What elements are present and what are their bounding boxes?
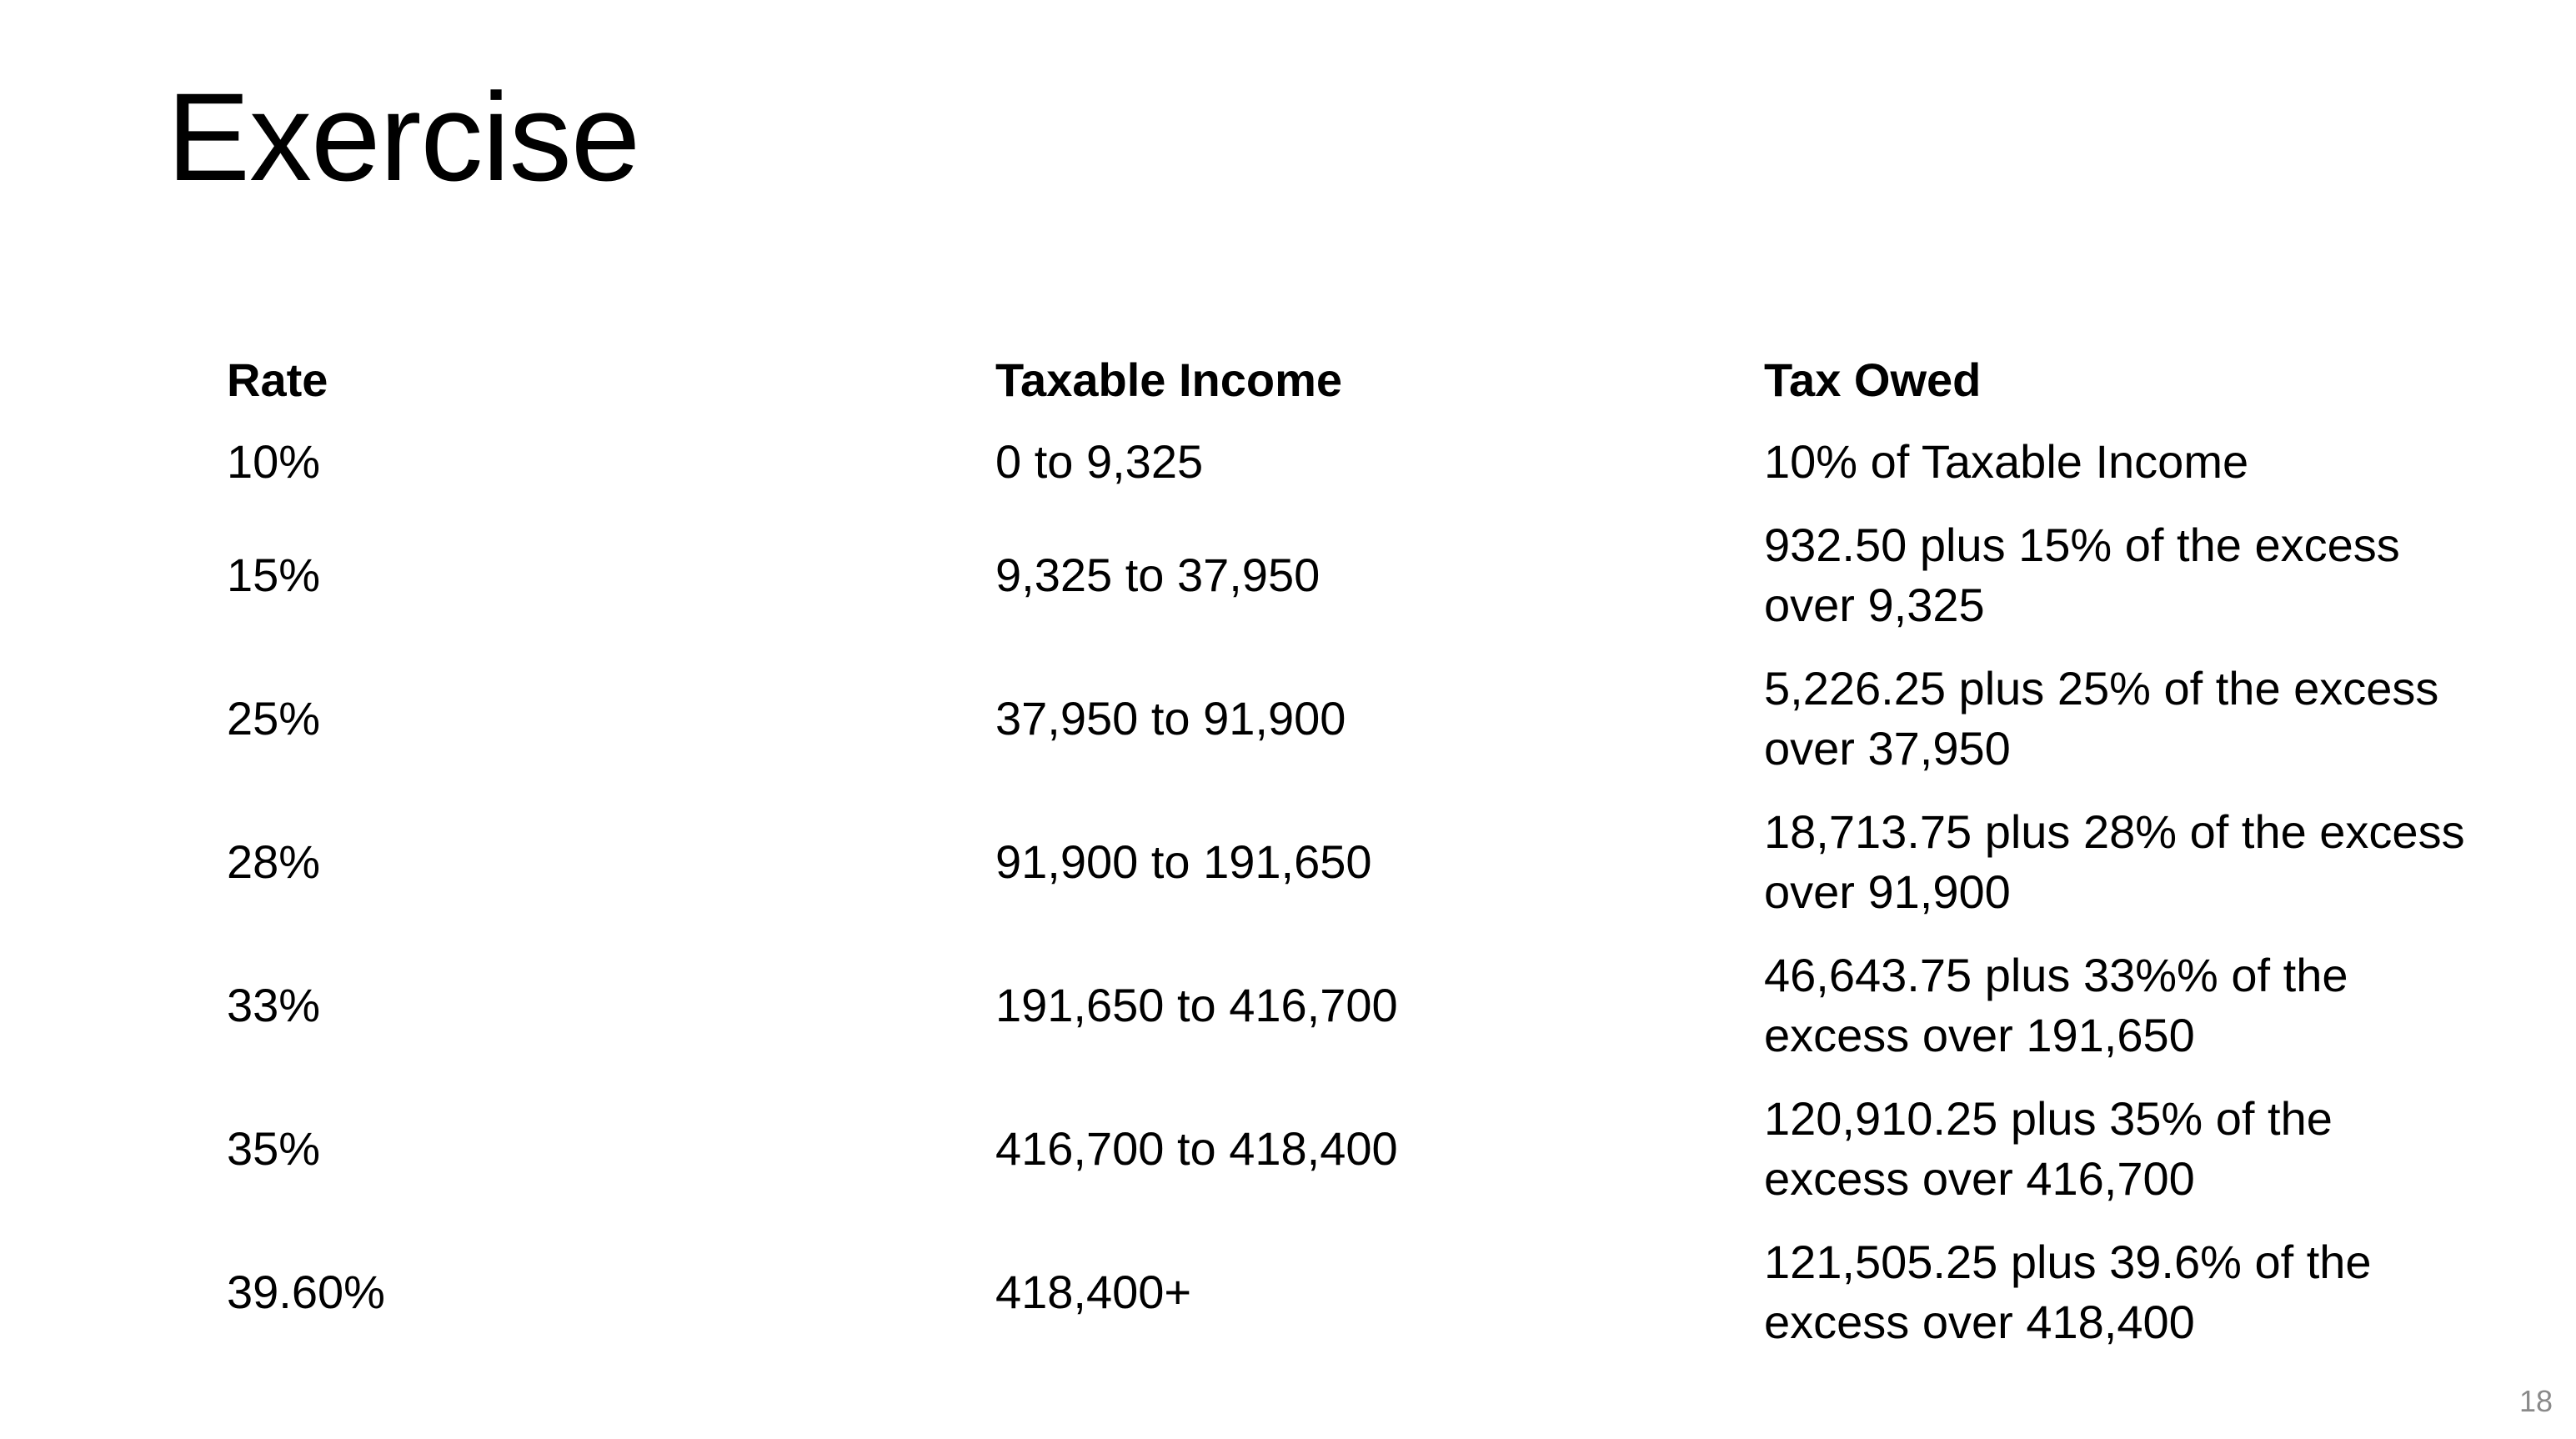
rate-cell: 33% (227, 979, 321, 1031)
table-row: 28% 91,900 to 191,650 18,713.75 plus 28%… (210, 790, 2494, 934)
tax-owed-cell: 932.50 plus 15% of the excess over 9,325 (1764, 519, 2400, 631)
rate-cell: 15% (227, 549, 321, 601)
tax-owed-cell: 10% of Taxable Income (1764, 435, 2249, 488)
page-number: 18 (2518, 1384, 2553, 1418)
header-tax-owed: Tax Owed (1764, 353, 1982, 406)
table-header-row: Rate Taxable Income Tax Owed (210, 333, 2494, 422)
tax-bracket-table: Rate Taxable Income Tax Owed 10% 0 to 9,… (210, 333, 2494, 1364)
taxable-income-cell: 418,400+ (995, 1266, 1192, 1318)
rate-cell: 35% (227, 1122, 321, 1175)
table-row: 35% 416,700 to 418,400 120,910.25 plus 3… (210, 1077, 2494, 1221)
rate-cell: 25% (227, 692, 321, 745)
tax-owed-cell: 18,713.75 plus 28% of the excess over 91… (1764, 805, 2465, 918)
taxable-income-cell: 37,950 to 91,900 (995, 692, 1346, 745)
table-row: 33% 191,650 to 416,700 46,643.75 plus 33… (210, 934, 2494, 1077)
table-row: 10% 0 to 9,325 10% of Taxable Income (210, 422, 2494, 504)
slide-title: Exercise (167, 67, 640, 207)
tax-owed-cell: 5,226.25 plus 25% of the excess over 37,… (1764, 662, 2439, 775)
header-rate: Rate (227, 353, 328, 406)
taxable-income-cell: 416,700 to 418,400 (995, 1122, 1398, 1175)
rate-cell: 10% (227, 435, 321, 488)
rate-cell: 28% (227, 835, 321, 888)
taxable-income-cell: 191,650 to 416,700 (995, 979, 1398, 1031)
taxable-income-cell: 0 to 9,325 (995, 435, 1204, 488)
tax-owed-cell: 121,505.25 plus 39.6% of the excess over… (1764, 1236, 2372, 1348)
tax-owed-cell: 46,643.75 plus 33%% of the excess over 1… (1764, 949, 2348, 1061)
table-row: 39.60% 418,400+ 121,505.25 plus 39.6% of… (210, 1221, 2494, 1364)
taxable-income-cell: 9,325 to 37,950 (995, 549, 1321, 601)
table-row: 15% 9,325 to 37,950 932.50 plus 15% of t… (210, 504, 2494, 647)
header-taxable-income: Taxable Income (995, 353, 1343, 406)
table-row: 25% 37,950 to 91,900 5,226.25 plus 25% o… (210, 647, 2494, 790)
tax-owed-cell: 120,910.25 plus 35% of the excess over 4… (1764, 1092, 2333, 1205)
rate-cell: 39.60% (227, 1266, 385, 1318)
taxable-income-cell: 91,900 to 191,650 (995, 835, 1372, 888)
